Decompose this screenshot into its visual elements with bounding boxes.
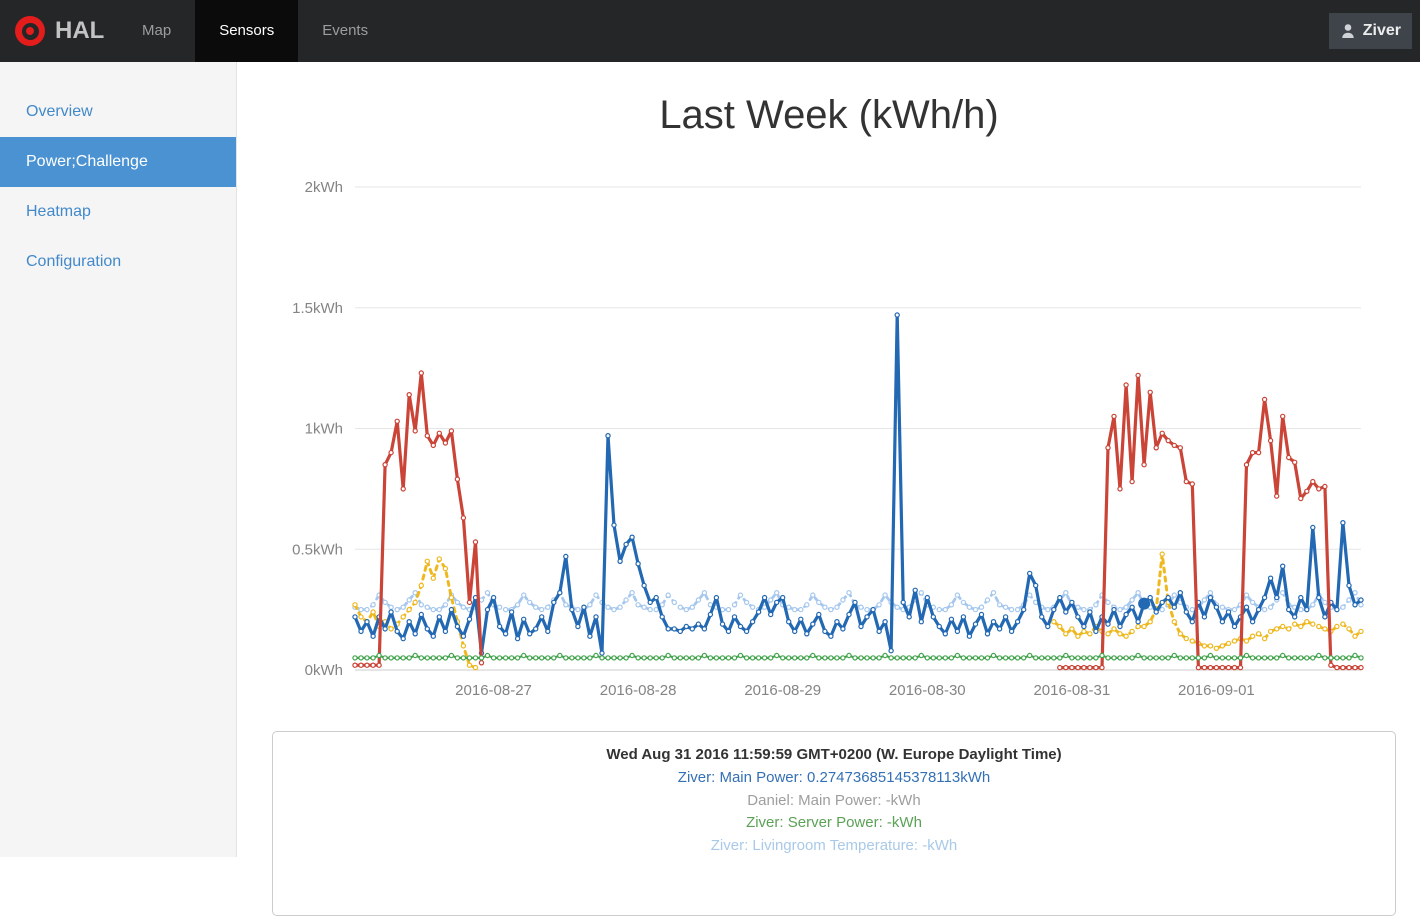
svg-text:2016-08-31: 2016-08-31 — [1033, 682, 1110, 699]
hal-bullseye-logo-icon — [15, 16, 45, 46]
sidebar-item-heatmap[interactable]: Heatmap — [26, 203, 91, 220]
svg-text:2016-08-29: 2016-08-29 — [744, 682, 821, 699]
nav-item-map[interactable]: Map — [142, 22, 172, 39]
tooltip-entry-2: Ziver: Server Power: -kWh — [746, 814, 922, 831]
chart-tooltip-panel: Wed Aug 31 2016 11:59:59 GMT+0200 (W. Eu… — [272, 731, 1396, 916]
sidebar-item-power-challenge[interactable]: Power;Challenge — [0, 137, 236, 187]
svg-text:2016-08-28: 2016-08-28 — [600, 682, 677, 699]
tooltip-entry-0: Ziver: Main Power: 0.27473685145378113kW… — [677, 769, 991, 786]
svg-text:0.5kWh: 0.5kWh — [292, 541, 343, 558]
svg-text:2kWh: 2kWh — [305, 179, 343, 196]
power-line-chart[interactable]: 0kWh 0.5kWh 1kWh 1.5kWh 2kWh 2016-08-27 2016-0… — [255, 160, 1395, 710]
svg-text:1.5kWh: 1.5kWh — [292, 300, 343, 317]
svg-text:2016-09-01: 2016-09-01 — [1178, 682, 1255, 699]
main-nav: Map Sensors Events — [118, 0, 392, 62]
svg-text:2016-08-27: 2016-08-27 — [455, 682, 532, 699]
sidebar-item-overview[interactable]: Overview — [26, 103, 93, 120]
main-content: Last Week (kWh/h) 0kWh 0.5kWh 1kWh 1.5kWh 2k… — [238, 62, 1420, 916]
navbar: HAL Map Sensors Events Ziver — [0, 0, 1420, 62]
svg-text:2016-08-30: 2016-08-30 — [889, 682, 966, 699]
tooltip-entry-3: Ziver: Livingroom Temperature: -kWh — [710, 836, 958, 854]
svg-text:1kWh: 1kWh — [305, 421, 343, 438]
svg-text:0kWh: 0kWh — [305, 662, 343, 679]
user-menu-button[interactable]: Ziver — [1328, 13, 1412, 49]
tooltip-timestamp: Wed Aug 31 2016 11:59:59 GMT+0200 (W. Eu… — [606, 746, 1062, 763]
brand-label: HAL — [55, 17, 105, 44]
tooltip-entry-1: Daniel: Main Power: -kWh — [747, 791, 921, 809]
nav-item-events[interactable]: Events — [322, 22, 369, 39]
sidebar-item-configuration[interactable]: Configuration — [26, 253, 122, 270]
user-name-label: Ziver — [1362, 22, 1401, 39]
brand[interactable]: HAL — [0, 0, 118, 62]
nav-item-sensors[interactable]: Sensors — [195, 0, 299, 62]
sidebar: Overview Power;Challenge Heatmap Configu… — [0, 62, 237, 857]
user-icon — [1342, 24, 1354, 38]
chart-title: Last Week (kWh/h) — [659, 93, 999, 137]
